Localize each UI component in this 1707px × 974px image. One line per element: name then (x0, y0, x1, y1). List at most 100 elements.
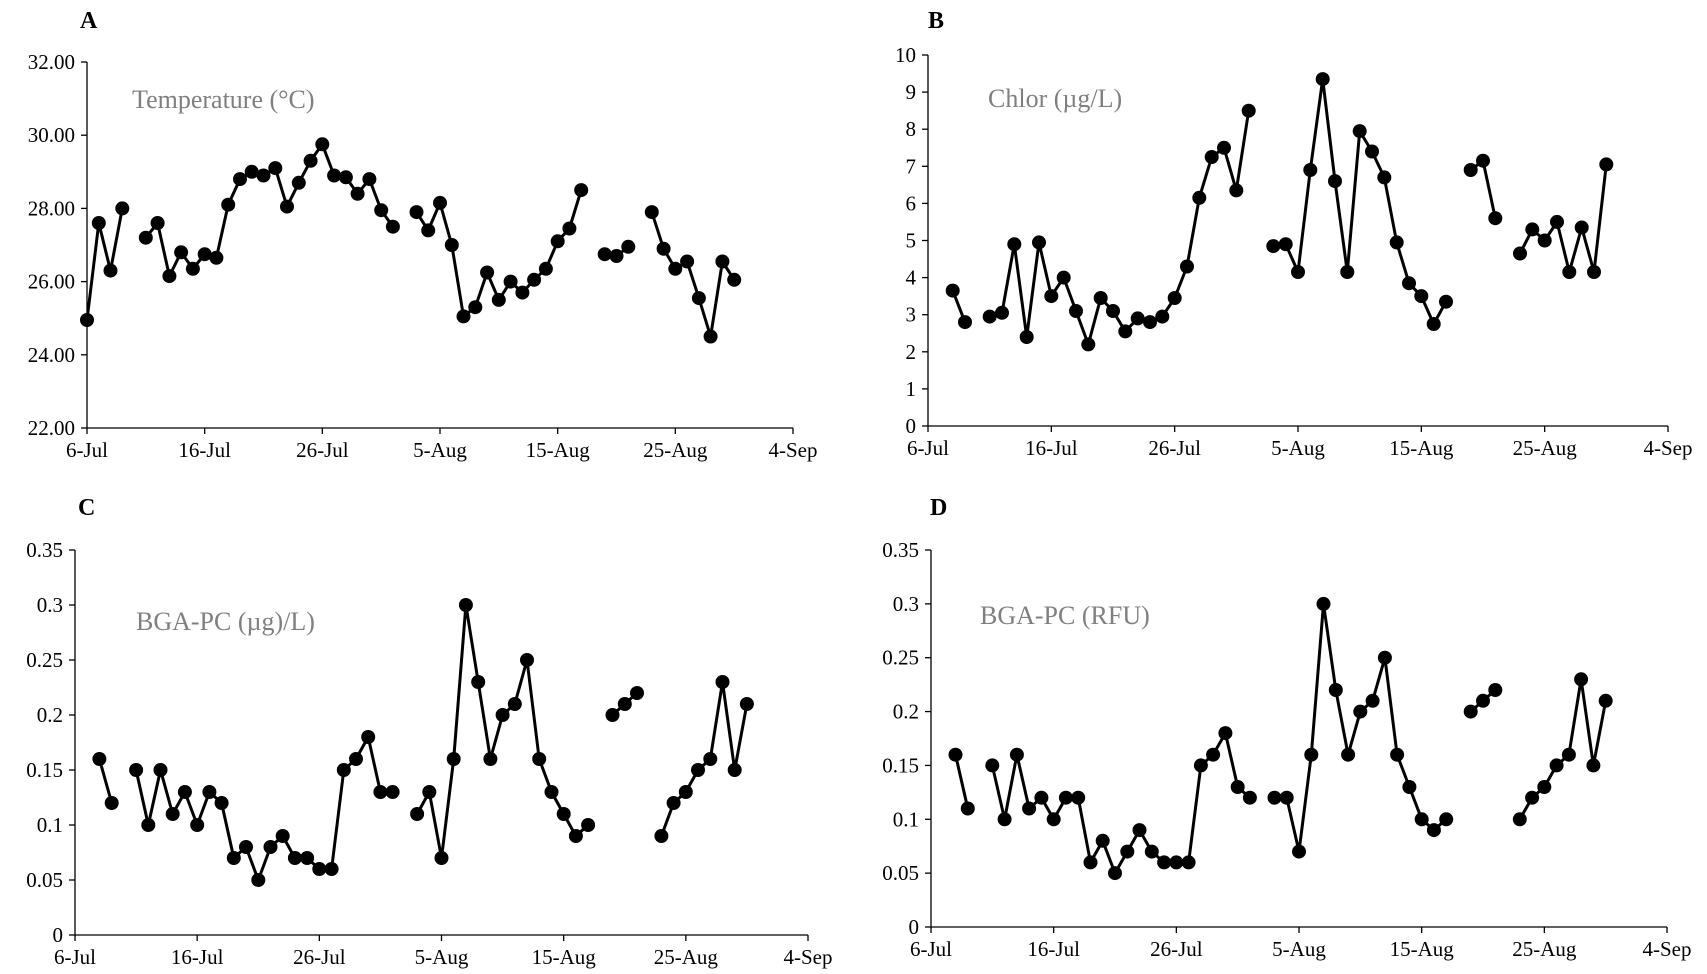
data-point (336, 763, 351, 777)
data-point (1181, 855, 1196, 870)
data-point (997, 812, 1012, 827)
data-point (678, 785, 693, 799)
data-point (520, 653, 534, 667)
y-tick-label: 0.3 (893, 592, 919, 616)
data-point (153, 763, 168, 777)
data-point (1229, 183, 1244, 198)
data-point (1414, 289, 1429, 304)
data-point (1439, 294, 1453, 309)
data-point (656, 241, 671, 256)
data-point (214, 796, 229, 810)
data-point (80, 313, 94, 327)
panel-label: C (78, 495, 95, 521)
y-tick-label: 0 (53, 923, 64, 947)
data-point (945, 283, 960, 298)
x-tick-label: 15-Aug (532, 945, 597, 969)
data-point (373, 785, 388, 799)
data-point (727, 272, 742, 287)
x-tick-label: 6-Jul (54, 945, 96, 969)
data-point (1291, 265, 1305, 279)
data-point (458, 598, 473, 612)
data-point (1106, 304, 1120, 318)
x-tick-label: 6-Jul (910, 937, 952, 961)
x-tick-label: 25-Aug (643, 438, 708, 462)
y-tick-label: 0.35 (26, 538, 63, 562)
data-point (303, 153, 318, 168)
data-point (1167, 291, 1182, 305)
data-point (1022, 801, 1037, 816)
y-tick-label: 0.1 (37, 813, 63, 837)
data-point (532, 752, 547, 766)
x-tick-label: 4-Sep (1644, 436, 1693, 460)
data-point (1217, 140, 1231, 155)
data-point (556, 807, 571, 821)
x-tick-label: 26-Jul (293, 945, 346, 969)
data-point (715, 675, 730, 689)
data-point (1304, 747, 1319, 762)
data-point (1278, 237, 1293, 252)
data-point (1046, 812, 1061, 827)
data-point (1352, 124, 1367, 139)
data-point (1476, 153, 1490, 168)
data-point (1328, 174, 1342, 189)
data-point (1206, 747, 1221, 762)
data-point (409, 205, 424, 220)
data-point (1192, 190, 1207, 205)
y-tick-label: 0 (906, 414, 917, 438)
data-point (727, 763, 742, 777)
data-point (275, 829, 290, 843)
series-line (650, 211, 736, 338)
data-point (691, 763, 705, 777)
y-tick-label: 28.00 (28, 196, 75, 220)
data-point (1218, 726, 1233, 741)
data-point (349, 752, 363, 766)
y-tick-label: 4 (906, 266, 917, 290)
data-point (1488, 211, 1503, 226)
data-point (1561, 747, 1576, 762)
x-tick-label: 16-Jul (171, 945, 224, 969)
data-point (1365, 693, 1380, 708)
data-point (350, 186, 365, 201)
x-tick-label: 25-Aug (654, 945, 719, 969)
data-point (617, 697, 632, 711)
x-tick-label: 15-Aug (1390, 937, 1455, 961)
data-point (1365, 144, 1379, 159)
data-point (644, 205, 659, 220)
y-tick-label: 10 (895, 43, 916, 67)
y-tick-label: 5 (906, 229, 917, 253)
y-tick-label: 1 (906, 377, 917, 401)
data-point (92, 752, 107, 766)
x-tick-label: 6-Jul (66, 438, 108, 462)
data-point (1032, 235, 1046, 250)
data-point (597, 247, 612, 262)
series-line (85, 208, 124, 321)
data-point (1081, 337, 1096, 352)
data-point (150, 216, 165, 230)
x-tick-label: 4-Sep (1643, 937, 1692, 961)
x-tick-label: 16-Jul (1025, 436, 1078, 460)
data-point (104, 796, 119, 810)
series-line (990, 731, 1251, 875)
data-point (1130, 311, 1145, 326)
y-tick-label: 8 (906, 117, 917, 141)
data-point (515, 285, 530, 300)
data-point (385, 219, 400, 234)
data-point (263, 840, 278, 854)
data-point (1525, 790, 1540, 805)
data-point (1083, 855, 1098, 870)
data-point (315, 137, 330, 152)
data-point (666, 796, 681, 810)
panel-label: A (80, 8, 98, 34)
chart-title: BGA-PC (RFU) (980, 601, 1150, 630)
y-tick-label: 24.00 (28, 343, 75, 367)
data-point (1586, 758, 1601, 773)
data-point (1402, 276, 1416, 291)
data-point (1132, 823, 1147, 838)
panel-d: D BGA-PC (RFU) 0 0.05 0.1 0.15 0.2 0.25 0.3 0.35 6… (882, 495, 1691, 961)
data-point (1118, 324, 1133, 339)
data-point (374, 203, 389, 218)
data-point (1144, 844, 1159, 859)
y-tick-label: 9 (906, 80, 917, 104)
data-point (1169, 855, 1184, 870)
